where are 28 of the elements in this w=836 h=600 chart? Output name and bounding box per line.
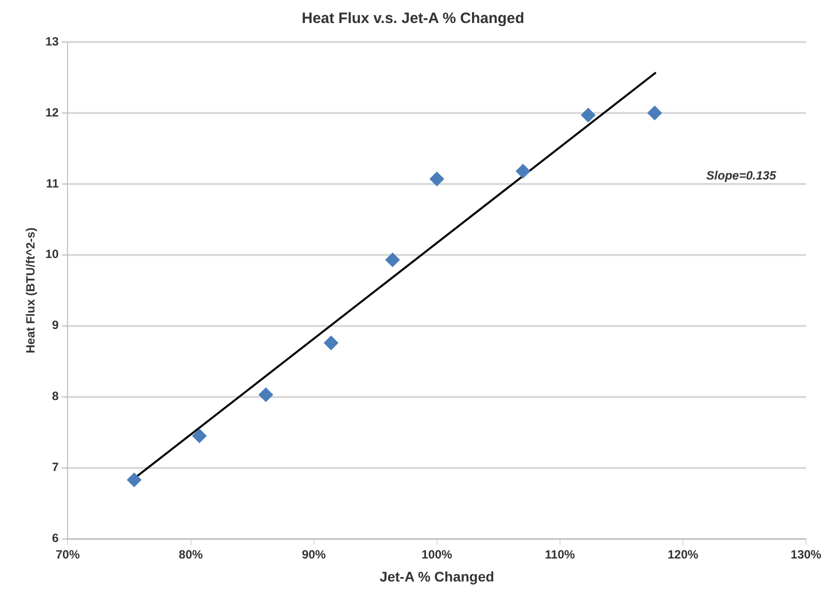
x-tick-label: 130% bbox=[790, 547, 822, 562]
annotation: Slope=0.135 bbox=[706, 168, 776, 182]
x-tick-label: 80% bbox=[178, 547, 204, 562]
y-tick-label: 9 bbox=[52, 318, 60, 332]
x-tick-label: 70% bbox=[56, 547, 80, 562]
chart-title: Heat Flux v.s. Jet-A % Changed bbox=[302, 10, 524, 28]
x-axis-title: Jet-A % Changed bbox=[380, 568, 494, 584]
point bbox=[430, 172, 444, 186]
x-tick-label: 100% bbox=[422, 547, 453, 562]
y-tick-label: 8 bbox=[52, 389, 60, 404]
x-tick-label: 110% bbox=[544, 547, 576, 562]
y-tick-label: 7 bbox=[52, 460, 60, 474]
point bbox=[258, 388, 273, 402]
y-axis-title: Heat Flux (BTU/ft^2-s) bbox=[24, 228, 38, 354]
point bbox=[324, 336, 338, 350]
x-tick-label: 90% bbox=[302, 547, 326, 562]
point bbox=[581, 108, 596, 122]
y-tick-label: 13 bbox=[45, 34, 60, 48]
y-tick-label: 11 bbox=[46, 176, 60, 190]
point bbox=[192, 428, 206, 443]
point bbox=[127, 472, 142, 487]
y-tick-label: 6 bbox=[52, 531, 60, 546]
y-tick-label: 10 bbox=[45, 247, 60, 262]
y-tick-label: 12 bbox=[45, 105, 60, 120]
point bbox=[516, 164, 530, 178]
point bbox=[648, 106, 662, 120]
x-tick-label: 120% bbox=[668, 547, 699, 562]
point bbox=[386, 252, 400, 267]
